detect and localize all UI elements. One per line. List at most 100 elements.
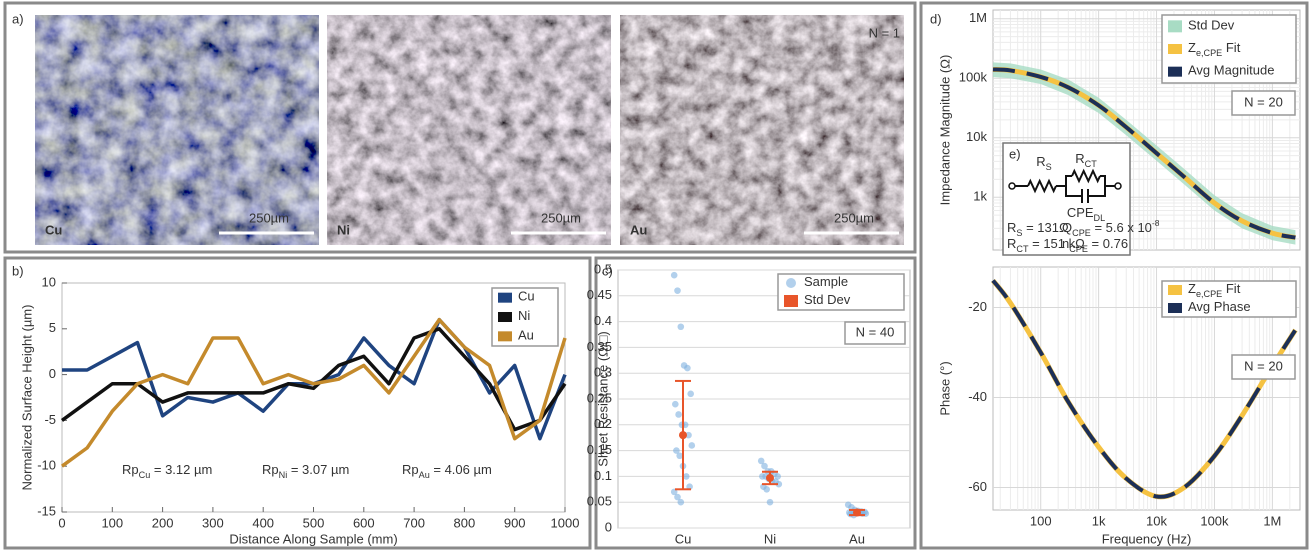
- element-label: CPEDL: [1067, 205, 1105, 223]
- legend-swatch: [498, 292, 512, 303]
- x-tick-label: Au: [849, 531, 865, 546]
- param-label-part: CPE: [1072, 228, 1091, 238]
- chart: -20 -40 -60 100 1k 10k 100k 1M Phase (°) Frequenc…: [937, 266, 1301, 546]
- circuit-wire: [1088, 175, 1115, 197]
- y-tick-label: 10: [42, 274, 56, 289]
- param-label-part: R: [1007, 220, 1016, 235]
- y-tick-label: 0.2: [594, 416, 612, 431]
- x-axis-label: Frequency (Hz): [1102, 531, 1192, 546]
- panel-frame: [919, 1, 1309, 550]
- y-tick-label: 0.15: [587, 442, 612, 457]
- plot-area: [61, 282, 566, 513]
- sample-point: [675, 411, 682, 418]
- legend-label: Cu: [518, 289, 535, 304]
- param-label-part: CPE: [1069, 244, 1088, 254]
- y-tick-label: 10k: [966, 129, 987, 144]
- chart: 0 0.05 0.1 0.15 0.2 0.25 0.3 0.35 0.4 0.45 0.5 Shee…: [587, 261, 911, 546]
- legend-label: Std Dev: [1188, 18, 1235, 33]
- sample-point: [761, 462, 768, 470]
- legend-label-part: Sample: [804, 274, 848, 289]
- sample-point: [670, 271, 678, 279]
- sample-point: [763, 486, 770, 493]
- x-tick-label: 600: [353, 515, 375, 530]
- legend-swatch: [498, 331, 512, 342]
- legend-box: [777, 273, 905, 311]
- sample-point: [774, 473, 781, 480]
- param-label-part: CT: [1016, 244, 1029, 254]
- sample-point: [687, 390, 694, 398]
- panel-label: c): [602, 263, 613, 278]
- content: a) b) c) d) Cu 250µm Ni 250µm Au 250µm N = 1 -15 -10…: [12, 9, 1301, 546]
- y-tick-label: 0: [49, 366, 56, 381]
- element-label-part: CT: [1085, 159, 1098, 169]
- x-tick-label: 400: [252, 515, 274, 530]
- annotation-part: Rp: [262, 462, 279, 477]
- param-label-part: S: [1016, 228, 1022, 238]
- sample-point: [757, 457, 765, 465]
- param-label: RS = 131Ω: [1007, 220, 1069, 238]
- circuit-wire: [1071, 168, 1101, 184]
- x-tick-label: 100: [101, 515, 123, 530]
- legend-label: Ze,CPE Fit: [1188, 281, 1241, 299]
- circuit-wire: [1027, 178, 1057, 194]
- y-axis-label: Impedance Magnitude (Ω): [937, 55, 952, 206]
- annotation-part: = 3.12 µm: [150, 462, 212, 477]
- inset-label: e): [1009, 146, 1021, 161]
- param-label-part: = 151 kΩ: [1029, 236, 1086, 251]
- note: N = 40: [856, 324, 895, 339]
- sample-point: [775, 480, 783, 488]
- series-line: [992, 67, 1296, 240]
- param-label-part: -8: [1152, 218, 1160, 228]
- legend-box: [1161, 280, 1297, 318]
- y-axis-label: Phase (°): [937, 361, 952, 415]
- element-label: RCT: [1075, 151, 1097, 169]
- legend-label: Ni: [518, 308, 530, 323]
- micrograph: [35, 15, 319, 245]
- terminal: [1008, 182, 1016, 190]
- param-label: nCPE = 0.76: [1062, 236, 1128, 254]
- annotation-part: Cu: [139, 470, 151, 480]
- panel-label: a): [12, 11, 24, 26]
- note-box: [1231, 354, 1296, 380]
- legend-label: Std Dev: [804, 292, 851, 307]
- panel-label: b): [12, 263, 24, 278]
- y-tick-label: 1k: [973, 189, 987, 204]
- element-label: RS: [1036, 154, 1051, 172]
- annotation-part: Rp: [122, 462, 139, 477]
- mean-marker: [679, 431, 687, 440]
- sample-point: [684, 364, 691, 372]
- y-tick-label: 1M: [969, 10, 987, 25]
- x-tick-label: 1M: [1263, 513, 1281, 528]
- annotation-part: = 3.07 µm: [287, 462, 349, 477]
- annotation-part: = 4.06 µm: [430, 462, 492, 477]
- panel-frame: [3, 256, 592, 550]
- annotation: RpCu = 3.12 µm: [122, 462, 212, 480]
- x-tick-label: 1k: [1092, 513, 1106, 528]
- legend-label-part: Std Dev: [1188, 18, 1235, 33]
- x-tick-label: 700: [403, 515, 425, 530]
- sample-point: [677, 498, 685, 506]
- legend-label: Sample: [804, 274, 848, 289]
- x-tick-label: 800: [454, 515, 476, 530]
- micrograph-label: Cu: [45, 222, 62, 237]
- circuit-wire: [1081, 189, 1089, 203]
- legend-swatch: [1168, 66, 1182, 77]
- legend-swatch: [784, 295, 798, 307]
- sample-point: [683, 473, 690, 480]
- param-label-part: Q: [1062, 220, 1072, 235]
- element-label-part: S: [1046, 162, 1052, 172]
- y-axis-label: Sheet Resistance (Ω/□): [595, 331, 610, 466]
- x-tick-label: Cu: [675, 531, 692, 546]
- micrograph-label: Au: [630, 222, 647, 237]
- y-tick-label: 0: [605, 519, 612, 534]
- element-label-part: R: [1075, 151, 1084, 166]
- y-tick-label: 0.35: [587, 339, 612, 354]
- x-axis-label: Distance Along Sample (mm): [229, 531, 397, 546]
- legend-label: Avg Magnitude: [1188, 63, 1275, 78]
- y-tick-label: -5: [44, 412, 56, 427]
- legend-label-part: Avg Magnitude: [1188, 63, 1275, 78]
- param-label-part: = 5.6 x 10: [1091, 220, 1152, 235]
